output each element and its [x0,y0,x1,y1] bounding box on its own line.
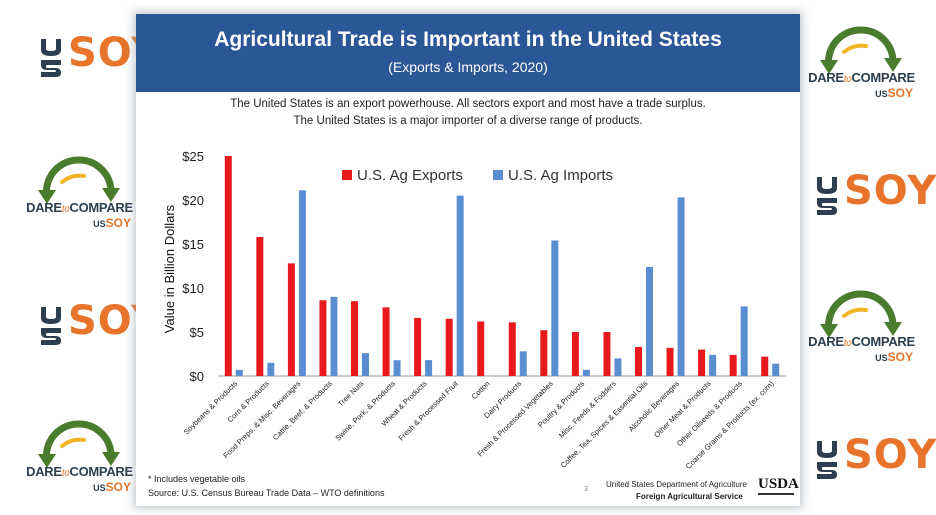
agency-line-1: United States Department of Agriculture [606,480,747,489]
dare-to-compare-logo: DAREtoCOMPARE USSOY [804,282,919,372]
us-soy-logo: SOY [814,430,936,490]
slide-title: Agricultural Trade is Important in the U… [214,28,722,51]
intro-text-line-1: The United States is an export powerhous… [230,98,706,110]
export-bar [729,354,737,376]
dtc-text: DAREtoCOMPARE [26,464,133,479]
export-bar [603,332,611,376]
legend-swatch [342,170,352,180]
bar-chart: $0 $5 $10 $15 $20 $25 Soybeans & ProductsCorn… [162,149,786,471]
y-tick-label: $5 [190,325,204,340]
import-bar [772,363,780,376]
page-number: 3 [584,486,588,493]
export-bar [382,307,390,376]
export-bar [287,263,295,376]
import-bar [267,362,275,376]
us-logo-mark [41,307,61,345]
soy-text: SOY [844,432,936,478]
y-tick-label: $20 [182,193,204,208]
y-tick-label: $25 [182,149,204,164]
export-bar [414,317,422,376]
export-bar [635,346,642,376]
slide: Agricultural Trade is Important in the U… [136,14,800,506]
dtc-arrows-icon [820,26,902,74]
dare-to-compare-logo: DAREtoCOMPARE USSOY [22,148,137,238]
export-bar [508,322,516,376]
import-bar [298,190,306,376]
export-bar [571,332,579,376]
intro-text-line-2: The United States is a major importer of… [293,115,643,127]
export-bar [319,300,327,376]
usda-logo-underline [758,493,794,495]
x-tick-label: Soybeans & Products [182,379,240,437]
dtc-sub: USSOY [93,480,131,494]
dtc-arrows-icon [38,156,120,204]
footnote: * Includes vegetable oils [148,474,246,484]
import-bar [646,266,653,376]
export-bar [224,156,232,376]
import-bar [582,369,590,376]
x-tick-label: Fresh & Processed Fruit [397,378,461,442]
us-logo-mark [817,177,837,215]
soy-text: SOY [844,168,936,214]
import-bar [425,360,433,376]
usda-logo: USDA [758,476,799,492]
legend-label: U.S. Ag Exports [357,167,463,184]
y-tick-label: $15 [182,237,204,252]
import-bar [519,351,527,376]
x-tick-label: Other Meat & Products [652,379,712,439]
us-logo-mark [817,441,837,479]
dtc-sub: USSOY [875,86,913,100]
y-axis: $0 $5 $10 $15 $20 $25 [182,149,204,384]
x-tick-label: Tree Nuts [336,379,366,409]
us-logo-mark [41,39,61,77]
import-bar [393,360,401,376]
slide-subtitle: (Exports & Imports, 2020) [388,59,548,75]
dare-to-compare-logo: DAREtoCOMPARE USSOY [804,18,919,108]
dtc-text: DAREtoCOMPARE [808,70,915,85]
export-bar [256,236,264,376]
legend-label: U.S. Ag Imports [508,167,613,184]
export-bar [698,349,706,376]
export-bar [540,330,548,376]
x-tick-label: Misc. Feeds & Fodders [557,379,618,440]
x-tick-label: Cattle, Beef, & Products [271,379,334,442]
source-note: Source: U.S. Census Bureau Trade Data – … [148,488,385,498]
dtc-arrows-icon [820,290,902,338]
legend: U.S. Ag Exports U.S. Ag Imports [342,167,613,184]
dtc-text: DAREtoCOMPARE [26,200,133,215]
export-bar [666,347,674,376]
import-bar [677,197,685,376]
agency-line-2: Foreign Agricultural Service [636,492,743,501]
dtc-sub: USSOY [93,216,131,230]
y-axis-label: Value in Billion Dollars [162,204,177,333]
export-bar [445,318,453,376]
import-bar [456,195,464,376]
import-bar [740,306,748,376]
import-bar [362,353,369,376]
export-bar [761,356,769,376]
x-tick-label: Swine, Pork, & Products [333,379,397,443]
y-tick-label: $10 [182,281,204,296]
us-soy-logo: SOY [38,296,160,356]
export-bar [477,321,485,376]
dtc-arrows-icon [38,420,120,468]
import-bar [551,240,559,376]
legend-swatch [493,170,503,180]
dtc-sub: USSOY [875,350,913,364]
dare-to-compare-logo: DAREtoCOMPARE USSOY [22,412,137,502]
import-bar [709,354,717,376]
y-tick-label: $0 [190,369,204,384]
bars [224,156,780,376]
us-soy-logo: SOY [38,28,160,88]
us-soy-logo: SOY [814,166,936,226]
export-bar [351,301,358,376]
x-tick-label: Cotton [470,379,492,401]
import-bar [614,358,622,376]
slide-header: Agricultural Trade is Important in the U… [136,14,800,92]
dtc-text: DAREtoCOMPARE [808,334,915,349]
import-bar [330,296,338,376]
import-bar [235,369,243,376]
